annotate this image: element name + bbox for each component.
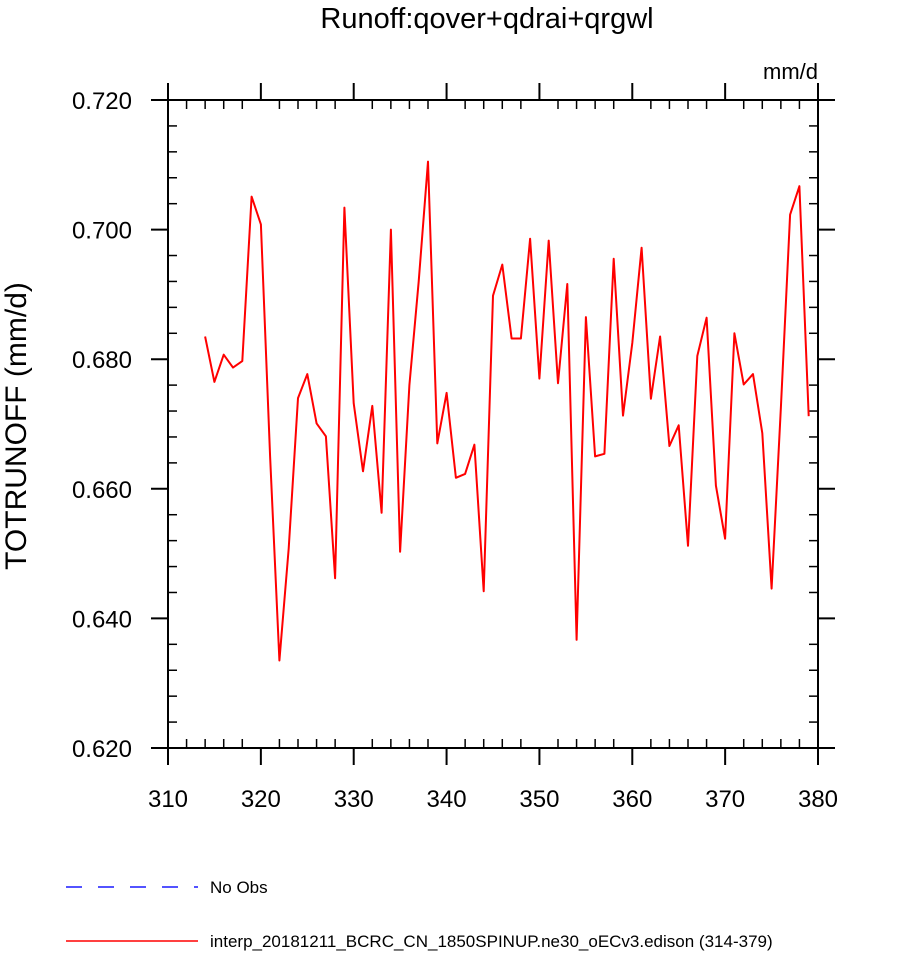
series-line [204,160,810,662]
plot-frame [167,99,819,749]
y-tick-labels: 0.620 0.640 0.660 0.680 0.700 0.720 [72,88,132,763]
x-tick-label: 350 [519,786,559,813]
units-label: mm/d [763,59,818,84]
legend: No Obs interp_20181211_BCRC_CN_1850SPINUP… [66,878,773,951]
x-tick-labels: 310 320 330 340 350 360 370 380 [148,786,838,813]
legend-label: No Obs [210,878,268,897]
x-tick-label: 310 [148,786,188,813]
y-tick-label: 0.620 [72,736,132,763]
x-tick-label: 340 [427,786,467,813]
axis-ticks [151,83,835,765]
x-tick-label: 320 [241,786,281,813]
y-tick-label: 0.720 [72,88,132,115]
x-tick-label: 360 [612,786,652,813]
x-tick-label: 370 [705,786,745,813]
y-tick-label: 0.680 [72,347,132,374]
legend-label: interp_20181211_BCRC_CN_1850SPINUP.ne30_… [210,932,773,951]
series-layer [204,160,810,662]
x-tick-label: 380 [798,786,838,813]
chart-title: Runoff:qover+qdrai+qrgwl [320,3,653,35]
x-tick-label: 330 [334,786,374,813]
y-tick-label: 0.700 [72,218,132,245]
y-tick-label: 0.660 [72,477,132,504]
y-tick-label: 0.640 [72,606,132,633]
y-axis-label: TOTRUNOFF (mm/d) [0,282,33,570]
